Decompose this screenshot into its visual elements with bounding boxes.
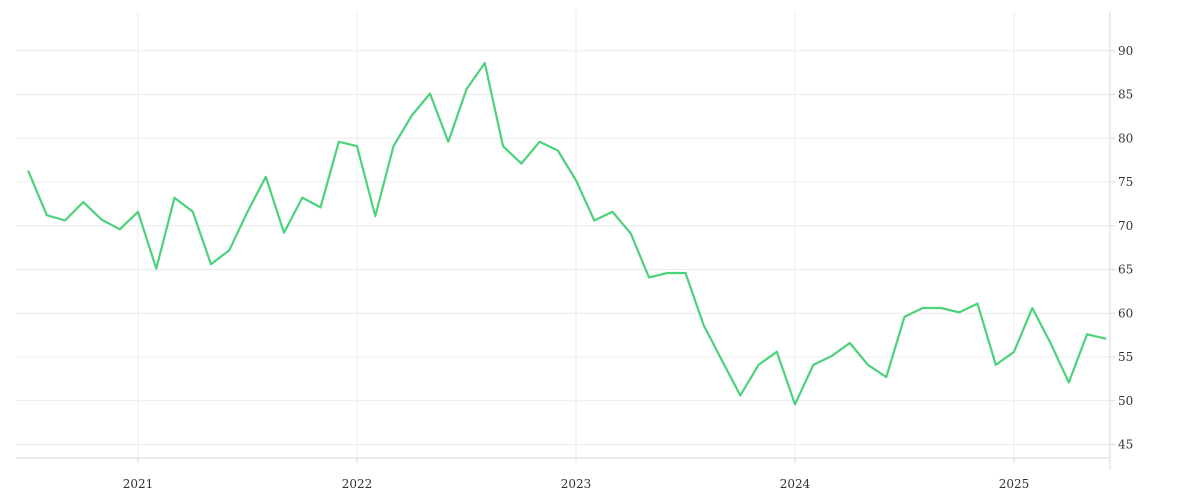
x-tick-label: 2022 bbox=[342, 477, 373, 491]
y-tick-label: 85 bbox=[1118, 88, 1133, 102]
series-layer bbox=[27, 61, 1107, 406]
y-tick-label: 90 bbox=[1118, 44, 1133, 58]
x-tick-label: 2024 bbox=[780, 477, 811, 491]
y-tick-label: 60 bbox=[1118, 306, 1133, 320]
y-axis-ticks: 45 50 55 60 65 70 75 80 85 90 bbox=[1110, 44, 1133, 452]
series-line-0 bbox=[27, 61, 1107, 406]
x-tick-label: 2023 bbox=[561, 477, 592, 491]
gridlines bbox=[16, 12, 1110, 458]
x-tick-label: 2025 bbox=[999, 477, 1030, 491]
y-tick-label: 55 bbox=[1118, 350, 1133, 364]
y-tick-label: 75 bbox=[1118, 175, 1133, 189]
y-tick-label: 70 bbox=[1118, 219, 1133, 233]
x-axis-ticks: 2021 2022 2023 2024 2025 bbox=[123, 458, 1030, 491]
y-tick-label: 45 bbox=[1118, 438, 1133, 452]
y-tick-label: 50 bbox=[1118, 394, 1133, 408]
x-tick-label: 2021 bbox=[123, 477, 154, 491]
y-tick-label: 80 bbox=[1118, 131, 1133, 145]
y-tick-label: 65 bbox=[1118, 263, 1133, 277]
